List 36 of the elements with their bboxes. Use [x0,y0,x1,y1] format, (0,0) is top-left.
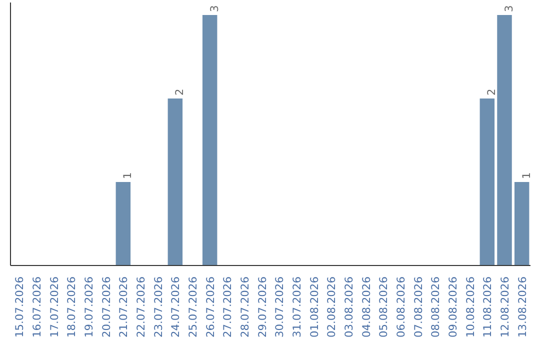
x-tick-label: 10.08.2026 [464,276,477,338]
x-tick-label: 06.08.2026 [394,276,408,338]
data-label: 2 [485,88,498,96]
data-label: 2 [173,88,186,96]
x-tick-label: 17.07.2026 [48,276,61,338]
data-label: 1 [121,172,134,180]
x-tick-label: 09.08.2026 [446,276,460,338]
x-tick-label: 08.08.2026 [429,276,442,338]
x-tick-label: 16.07.2026 [30,276,44,338]
x-tick-label: 15.07.2026 [13,276,26,338]
x-tick-label: 24.07.2026 [169,276,182,338]
x-tick-label: 22.07.2026 [134,276,148,338]
x-tick-label: 30.07.2026 [273,276,286,338]
x-tick-label: 18.07.2026 [65,276,78,338]
x-tick-label: 25.07.2026 [186,276,200,338]
x-tick-label: 27.07.2026 [221,276,234,338]
data-label: 1 [520,172,533,180]
x-tick-label: 05.08.2026 [377,276,390,338]
data-label: 3 [208,5,221,12]
x-tick-label: 21.07.2026 [117,276,130,338]
x-tick-label: 02.08.2026 [325,276,338,338]
data-label: 3 [502,5,516,12]
x-tick-label: 03.08.2026 [342,276,356,338]
x-tick-label: 20.07.2026 [100,276,113,338]
x-tick-label: 23.07.2026 [152,276,165,338]
x-tick-label: 19.07.2026 [82,276,96,338]
x-tick-label: 31.07.2026 [290,276,304,338]
x-tick-label: 13.08.2026 [516,276,529,338]
x-tick-label: 01.08.2026 [308,276,321,338]
x-tick-label: 28.07.2026 [238,276,252,338]
x-tick-label: 26.07.2026 [204,276,217,338]
x-tick-label: 11.08.2026 [481,276,494,338]
x-tick-label: 07.08.2026 [412,276,425,338]
x-tick-label: 12.08.2026 [498,276,512,338]
x-tick-label: 04.08.2026 [360,276,373,338]
x-tick-label: 29.07.2026 [256,276,269,338]
